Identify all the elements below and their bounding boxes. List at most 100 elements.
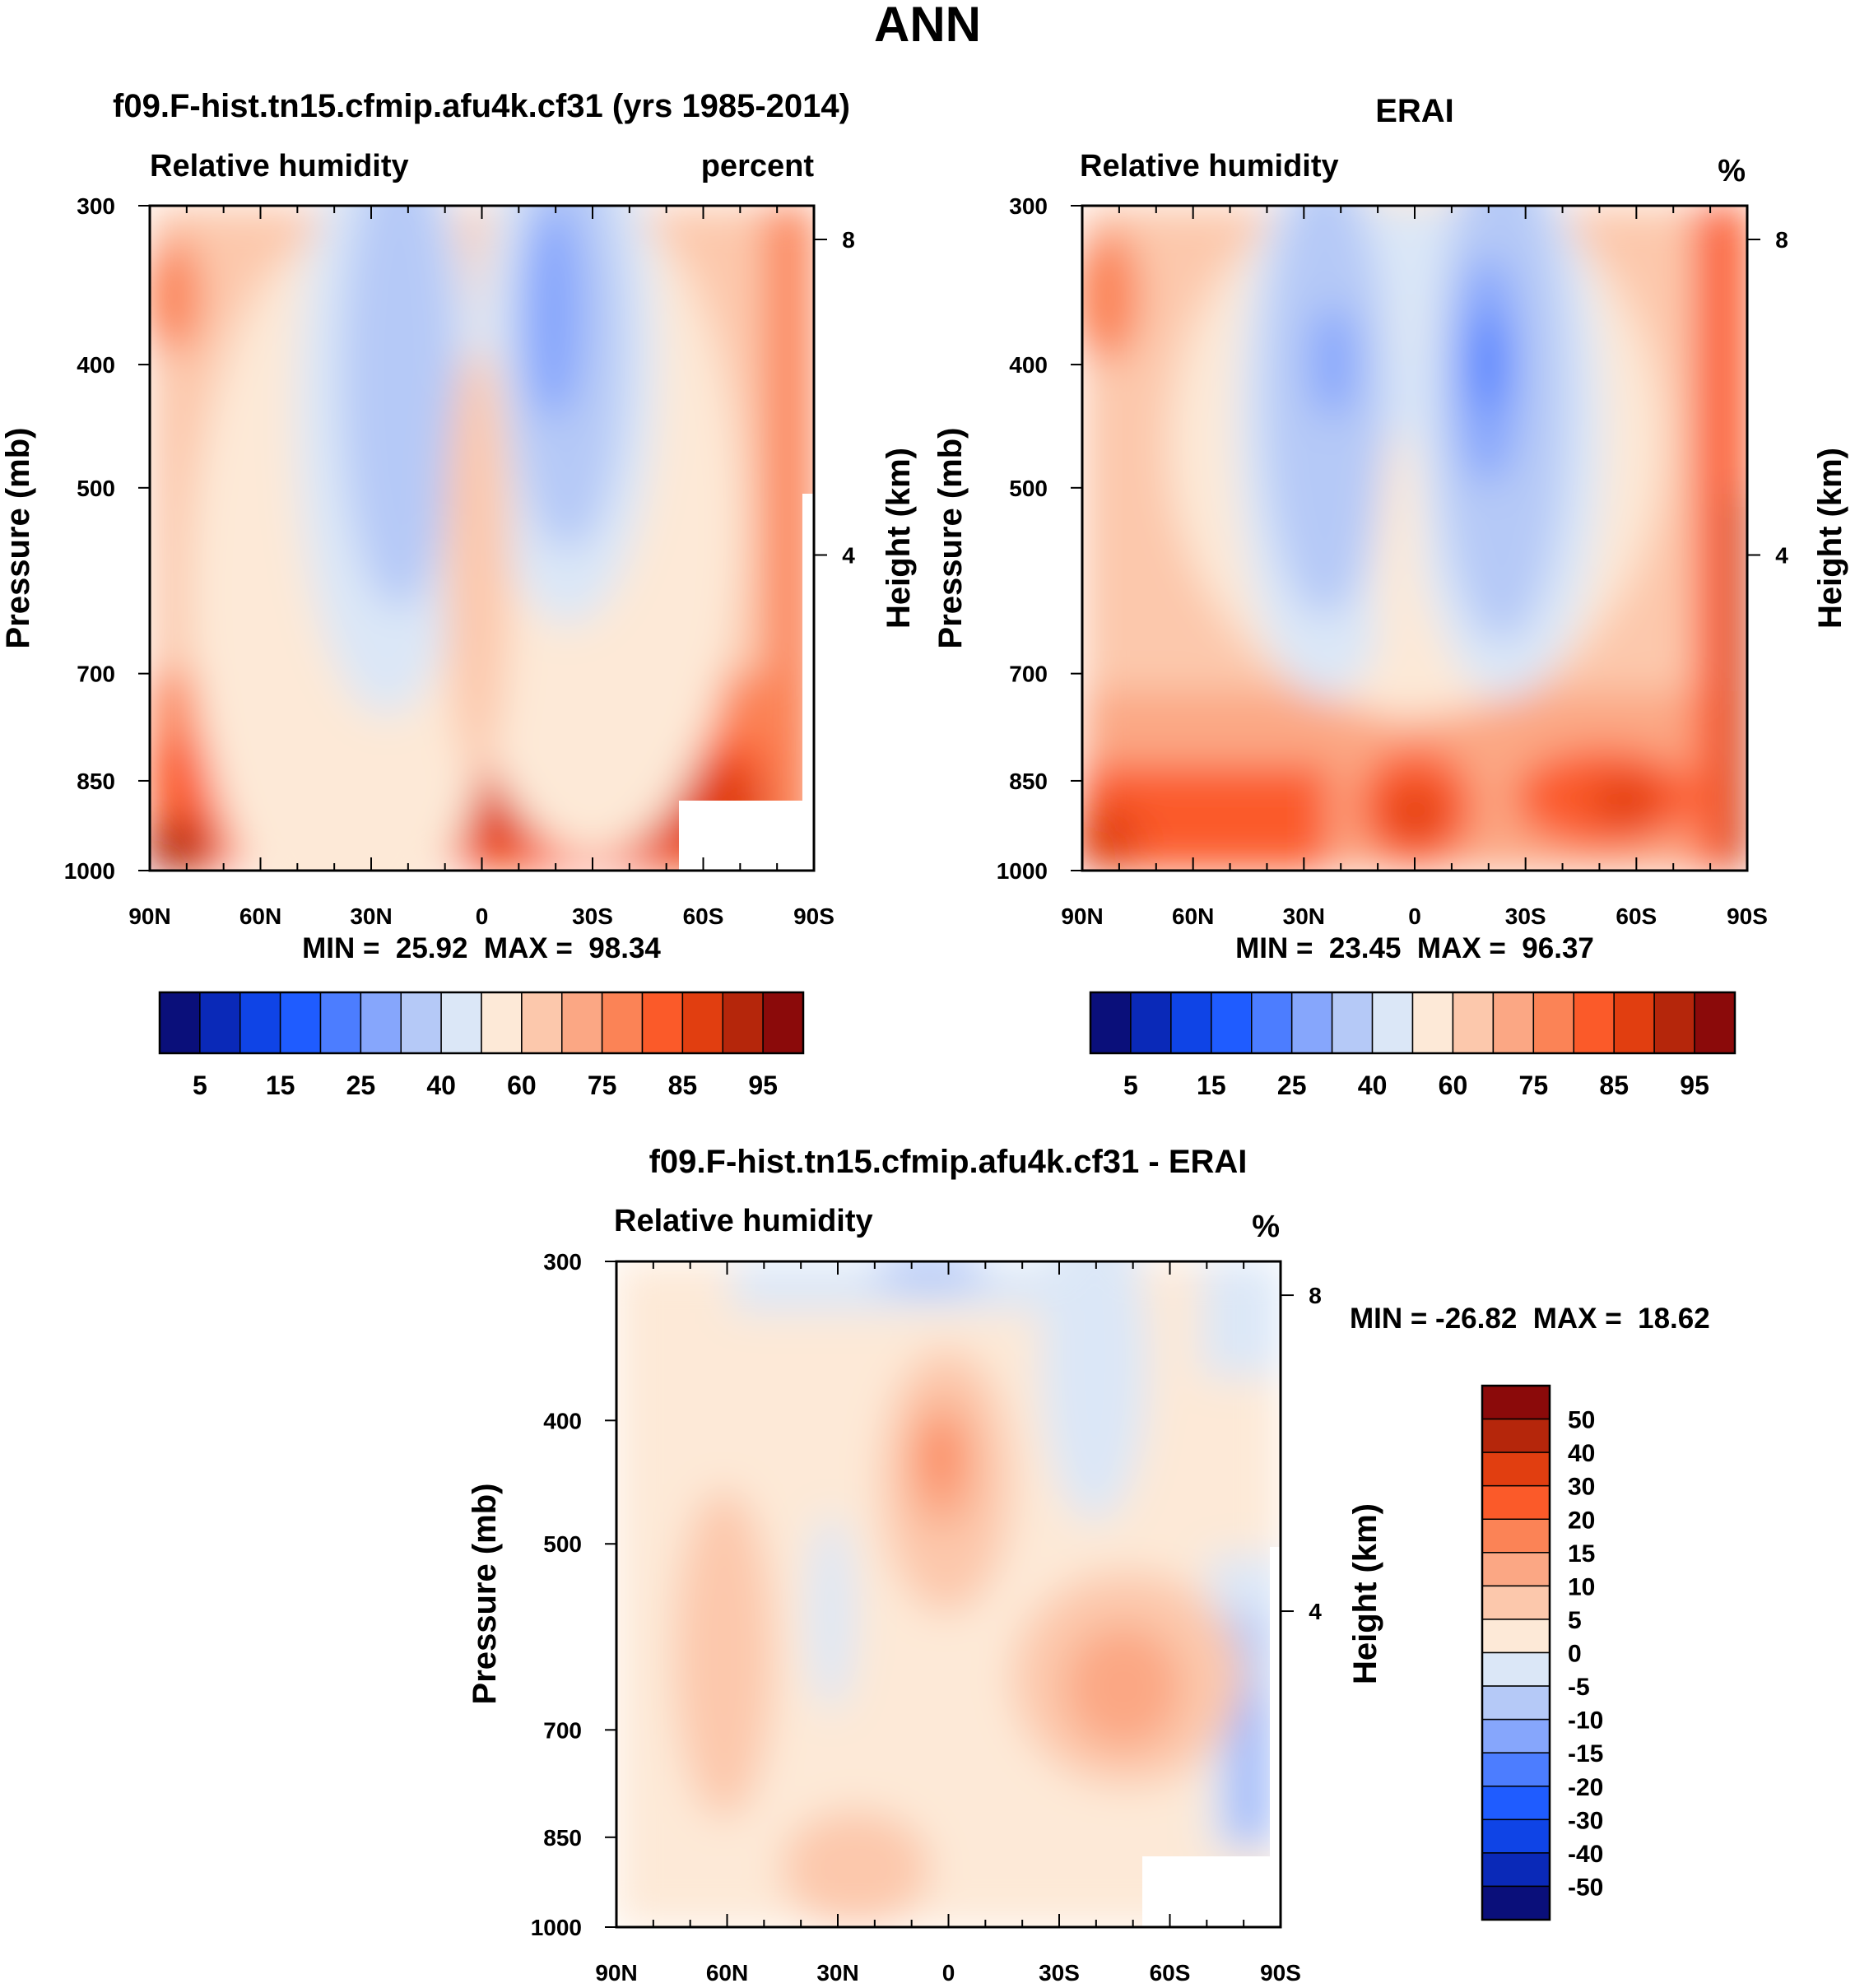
colorbar-label: 5 [1123,1071,1138,1100]
diff-field-pos-nh [675,1489,774,1818]
colorbar-label: 15 [1197,1071,1226,1100]
colorbar-label: -15 [1568,1740,1603,1767]
y-tick-label: 700 [77,662,115,687]
y-tick-label: 700 [543,1717,582,1743]
diff-field-neg-right [1202,1261,1281,1377]
colorbar-swatch [1653,992,1695,1054]
model-ylabel-right: Height (km) [881,448,917,629]
model-ylabel: Pressure (mb) [0,428,36,649]
colorbar-swatch [1481,1786,1550,1821]
page-title: ANN [874,0,981,52]
x-tick-label: 0 [942,1960,955,1986]
colorbar-label: 15 [266,1071,295,1100]
diff-field-neg-upper-eq [872,1261,988,1292]
colorbar-swatch [1481,1552,1550,1587]
height-tick-label: 4 [1309,1599,1322,1624]
colorbar-swatch [1481,1752,1550,1787]
diff-ylabel-right: Height (km) [1347,1503,1383,1684]
model-missing-block-2 [802,494,814,801]
x-tick-label: 60S [683,903,724,929]
colorbar-label: 5 [193,1071,207,1100]
diff-field-pos-eq-3 [925,1424,955,1489]
colorbar-label: -50 [1568,1874,1603,1901]
colorbar-label: -5 [1568,1674,1590,1701]
obs-ylabel: Pressure (mb) [932,428,969,649]
y-tick-label: 1000 [64,858,115,884]
colorbar-swatch [1481,1718,1550,1753]
y-tick-label: 300 [77,193,115,219]
y-tick-label: 400 [543,1408,582,1433]
colorbar-swatch [279,992,322,1054]
colorbar-swatch [481,992,523,1054]
diff-ylabel: Pressure (mb) [467,1484,503,1705]
colorbar-swatch [1331,992,1374,1054]
obs-field-eq-dry [1383,206,1448,321]
colorbar-frame [158,991,805,1055]
colorbar-swatch [1573,992,1615,1054]
obs-field-core-eq-2 [1387,790,1444,839]
colorbar-swatch [1452,992,1495,1054]
diff-field [616,1261,1281,1927]
colorbar-swatch [1481,1518,1550,1554]
obs-field-core-sh-2 [1592,778,1658,827]
x-tick-label: 90N [1061,903,1103,929]
diff-field-neg-nh [808,1514,854,1712]
colorbar-swatch [1170,992,1212,1054]
colorbar-swatch [1481,1585,1550,1620]
colorbar-label: 5 [1568,1607,1582,1634]
x-tick-label: 0 [476,903,489,929]
colorbar-swatch [1532,992,1574,1054]
x-tick-label: 30S [1505,903,1546,929]
colorbar-swatch [1481,1619,1550,1654]
colorbar-swatch [1290,992,1333,1054]
colorbar-swatch [400,992,442,1054]
height-tick-label: 4 [842,543,855,569]
model-field-np-high [150,239,201,354]
colorbar-swatch [1694,992,1736,1054]
x-tick-label: 30S [1039,1960,1080,1986]
y-tick-label: 300 [1009,193,1048,219]
obs-field [1082,206,1747,871]
panel-model: f09.F-hist.tn15.cfmip.afu4k.cf31 (yrs 19… [0,88,917,964]
model-stats: MIN = 25.92 MAX = 98.34 [302,932,661,964]
colorbar-label: -10 [1568,1707,1603,1735]
colorbar-swatch [1090,992,1132,1054]
model-subtitle-left: Relative humidity [150,149,409,183]
x-tick-label: 60N [1172,903,1214,929]
y-tick-label: 1000 [997,858,1048,884]
y-tick-label: 700 [1009,662,1048,687]
colorbar-swatch [319,992,362,1054]
colorbar-swatch [681,992,723,1054]
y-tick-label: 850 [1009,769,1048,794]
colorbar-swatch [1481,1685,1550,1721]
colorbar-label: 20 [1568,1507,1595,1534]
y-tick-label: 1000 [531,1915,582,1940]
colorbar-swatch [360,992,402,1054]
colorbar-swatch [601,992,644,1054]
obs-stats: MIN = 23.45 MAX = 96.37 [1235,932,1594,964]
x-tick-label: 30S [572,903,613,929]
y-tick-label: 500 [1009,476,1048,501]
colorbar-label: 25 [346,1071,376,1100]
model-subtitle-right: percent [701,149,815,183]
model-field-moist-eq [444,346,510,773]
colorbar-label: 75 [588,1071,617,1100]
diff-field-neg-right-low-3 [1243,1695,1261,1843]
colorbar-swatch [1481,1885,1550,1921]
diff-field-pos-sh-2 [1066,1625,1181,1749]
x-tick-label: 90S [1727,903,1768,929]
colorbar-frame [1481,1384,1551,1921]
x-tick-label: 30N [1283,903,1325,929]
obs-subtitle-left: Relative humidity [1080,149,1339,183]
obs-field-right-edge-2 [1732,494,1747,871]
diff-ticks: 90N 60N 30N 0 30S 60S 90S 300 400 500 700 850 1000 8 4 [531,1249,1323,1986]
obs-field-eq-moist [1376,428,1422,724]
diff-field-neg-upper-sh [1041,1261,1148,1522]
colorbar-label: 95 [748,1071,778,1100]
x-tick-label: 30N [350,903,392,929]
colorbar-label: 40 [1358,1071,1388,1100]
y-tick-label: 400 [1009,352,1048,378]
obs-field-np-low [1082,806,1140,871]
diff-missing-block-2 [1270,1547,1281,1856]
